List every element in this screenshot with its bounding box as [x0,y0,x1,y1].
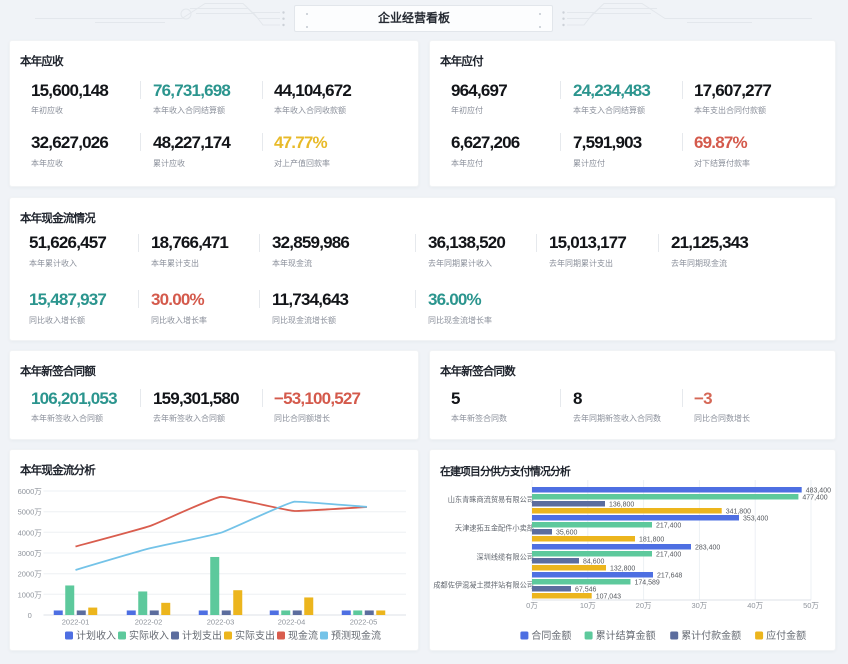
svg-text:2022-02: 2022-02 [135,618,163,627]
svg-text:283,400: 283,400 [695,544,720,551]
svg-text:483,400: 483,400 [806,487,831,494]
svg-text:181,800: 181,800 [639,536,664,543]
svg-text:累计结算金额: 累计结算金额 [596,629,656,642]
svg-text:353,400: 353,400 [743,515,768,522]
svg-text:成都佐伊混凝土搅拌站有限公司: 成都佐伊混凝土搅拌站有限公司 [433,581,534,590]
svg-text:136,800: 136,800 [609,501,634,508]
svg-text:10万: 10万 [580,601,596,610]
svg-text:0万: 0万 [526,601,538,610]
svg-text:1000万: 1000万 [18,590,43,599]
svg-text:40万: 40万 [747,601,763,610]
svg-text:累计付款金额: 累计付款金额 [681,629,741,642]
svg-text:预测现金流: 预测现金流 [331,629,381,642]
svg-text:35,600: 35,600 [556,529,578,536]
svg-text:2022-01: 2022-01 [62,618,90,627]
svg-text:实际支出: 实际支出 [235,629,275,642]
svg-text:217,648: 217,648 [657,572,682,579]
svg-text:3000万: 3000万 [18,549,43,558]
svg-text:计划收入: 计划收入 [76,629,116,642]
svg-text:67,546: 67,546 [575,586,597,593]
svg-text:477,400: 477,400 [802,494,827,501]
svg-text:2022-03: 2022-03 [207,618,235,627]
svg-text:2022-05: 2022-05 [350,618,378,627]
svg-text:计划支出: 计划支出 [182,629,222,642]
svg-text:4000万: 4000万 [18,528,43,537]
svg-text:6000万: 6000万 [18,487,43,496]
svg-text:20万: 20万 [636,601,652,610]
svg-text:合同金额: 合同金额 [531,629,571,642]
svg-text:2022-04: 2022-04 [278,618,306,627]
svg-text:107,043: 107,043 [596,593,621,600]
svg-text:山东青睐商流贸易有限公司: 山东青睐商流贸易有限公司 [448,495,534,504]
svg-text:30万: 30万 [691,601,707,610]
svg-text:50万: 50万 [803,601,819,610]
svg-text:现金流: 现金流 [288,629,318,642]
svg-text:5000万: 5000万 [18,508,43,517]
svg-text:2000万: 2000万 [18,570,43,579]
svg-text:应付金额: 应付金额 [766,629,806,642]
svg-text:217,400: 217,400 [656,522,681,529]
svg-text:341,800: 341,800 [726,508,751,515]
svg-text:217,400: 217,400 [656,551,681,558]
svg-text:84,600: 84,600 [583,558,605,565]
svg-text:天津速拓五金配件小卖部: 天津速拓五金配件小卖部 [455,523,534,532]
svg-text:0: 0 [28,611,32,620]
svg-text:132,800: 132,800 [610,565,635,572]
svg-text:174,589: 174,589 [635,579,660,586]
svg-text:实际收入: 实际收入 [129,629,169,642]
svg-text:深圳线缆有限公司: 深圳线缆有限公司 [476,552,534,561]
